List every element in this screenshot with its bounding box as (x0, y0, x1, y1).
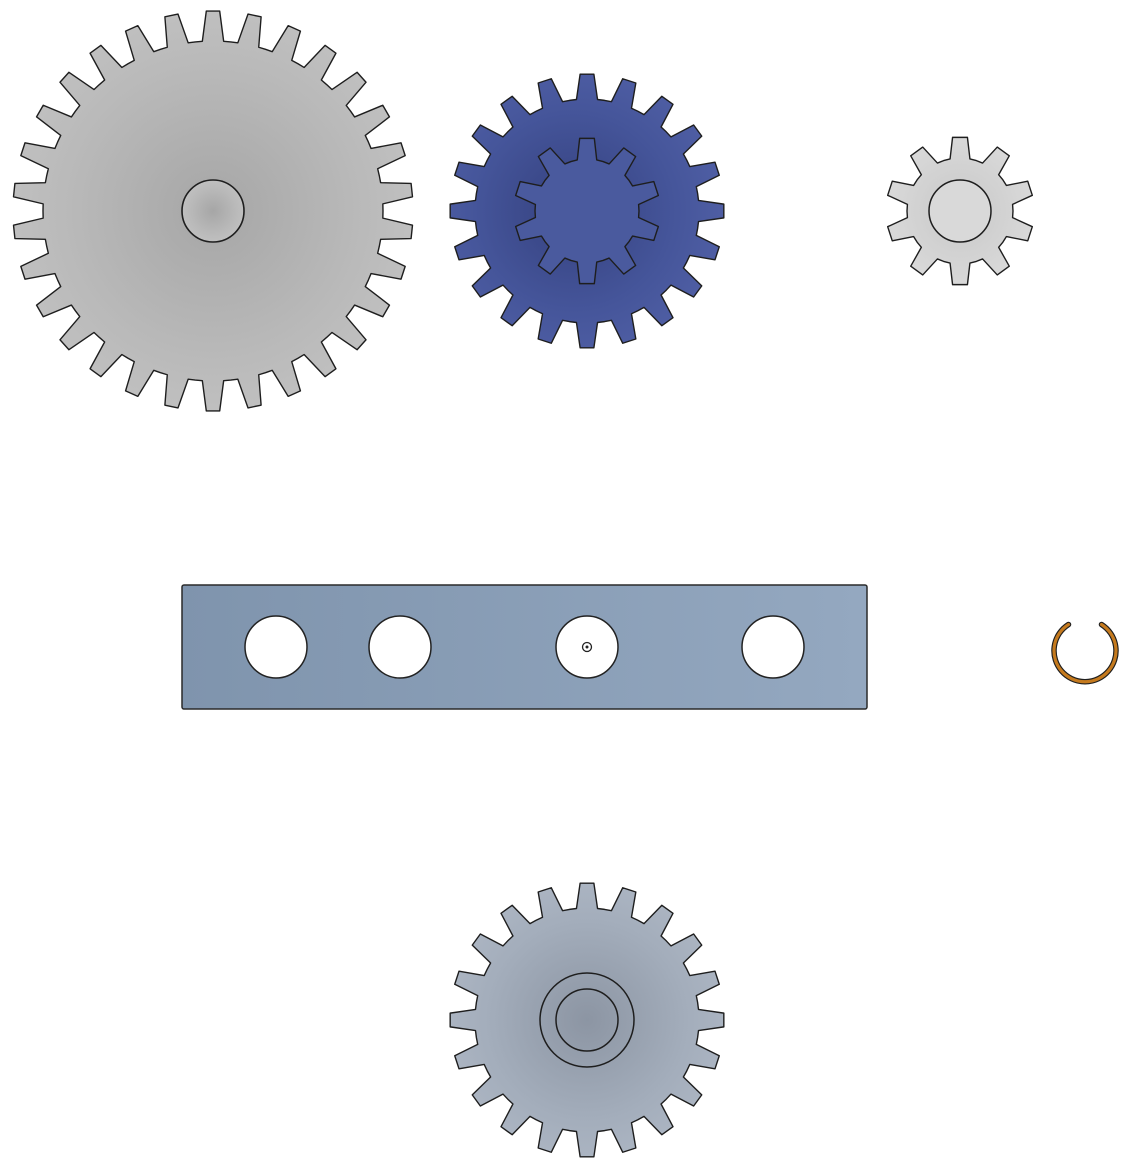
bar-hole-4 (741, 615, 805, 679)
small-gear-hub (928, 179, 992, 243)
bottom-gear-body (449, 882, 725, 1158)
bar-hole-2 (368, 615, 432, 679)
pivot-pin-outer (581, 641, 593, 653)
bottom-gear-hub-outer (539, 972, 635, 1068)
bottom-gear-hub-inner (555, 988, 619, 1052)
bar-hole-1 (244, 615, 308, 679)
compound-gear (449, 73, 725, 349)
large-gear-bore (181, 179, 245, 243)
pivot-pin-inner (585, 645, 589, 649)
compound-gear-inner (514, 137, 660, 285)
small-gear (886, 136, 1034, 286)
bar-plate (181, 584, 868, 710)
retaining-ring (1051, 621, 1119, 685)
bar-body (181, 584, 868, 710)
bottom-gear (449, 882, 725, 1158)
large-gear (12, 10, 414, 412)
